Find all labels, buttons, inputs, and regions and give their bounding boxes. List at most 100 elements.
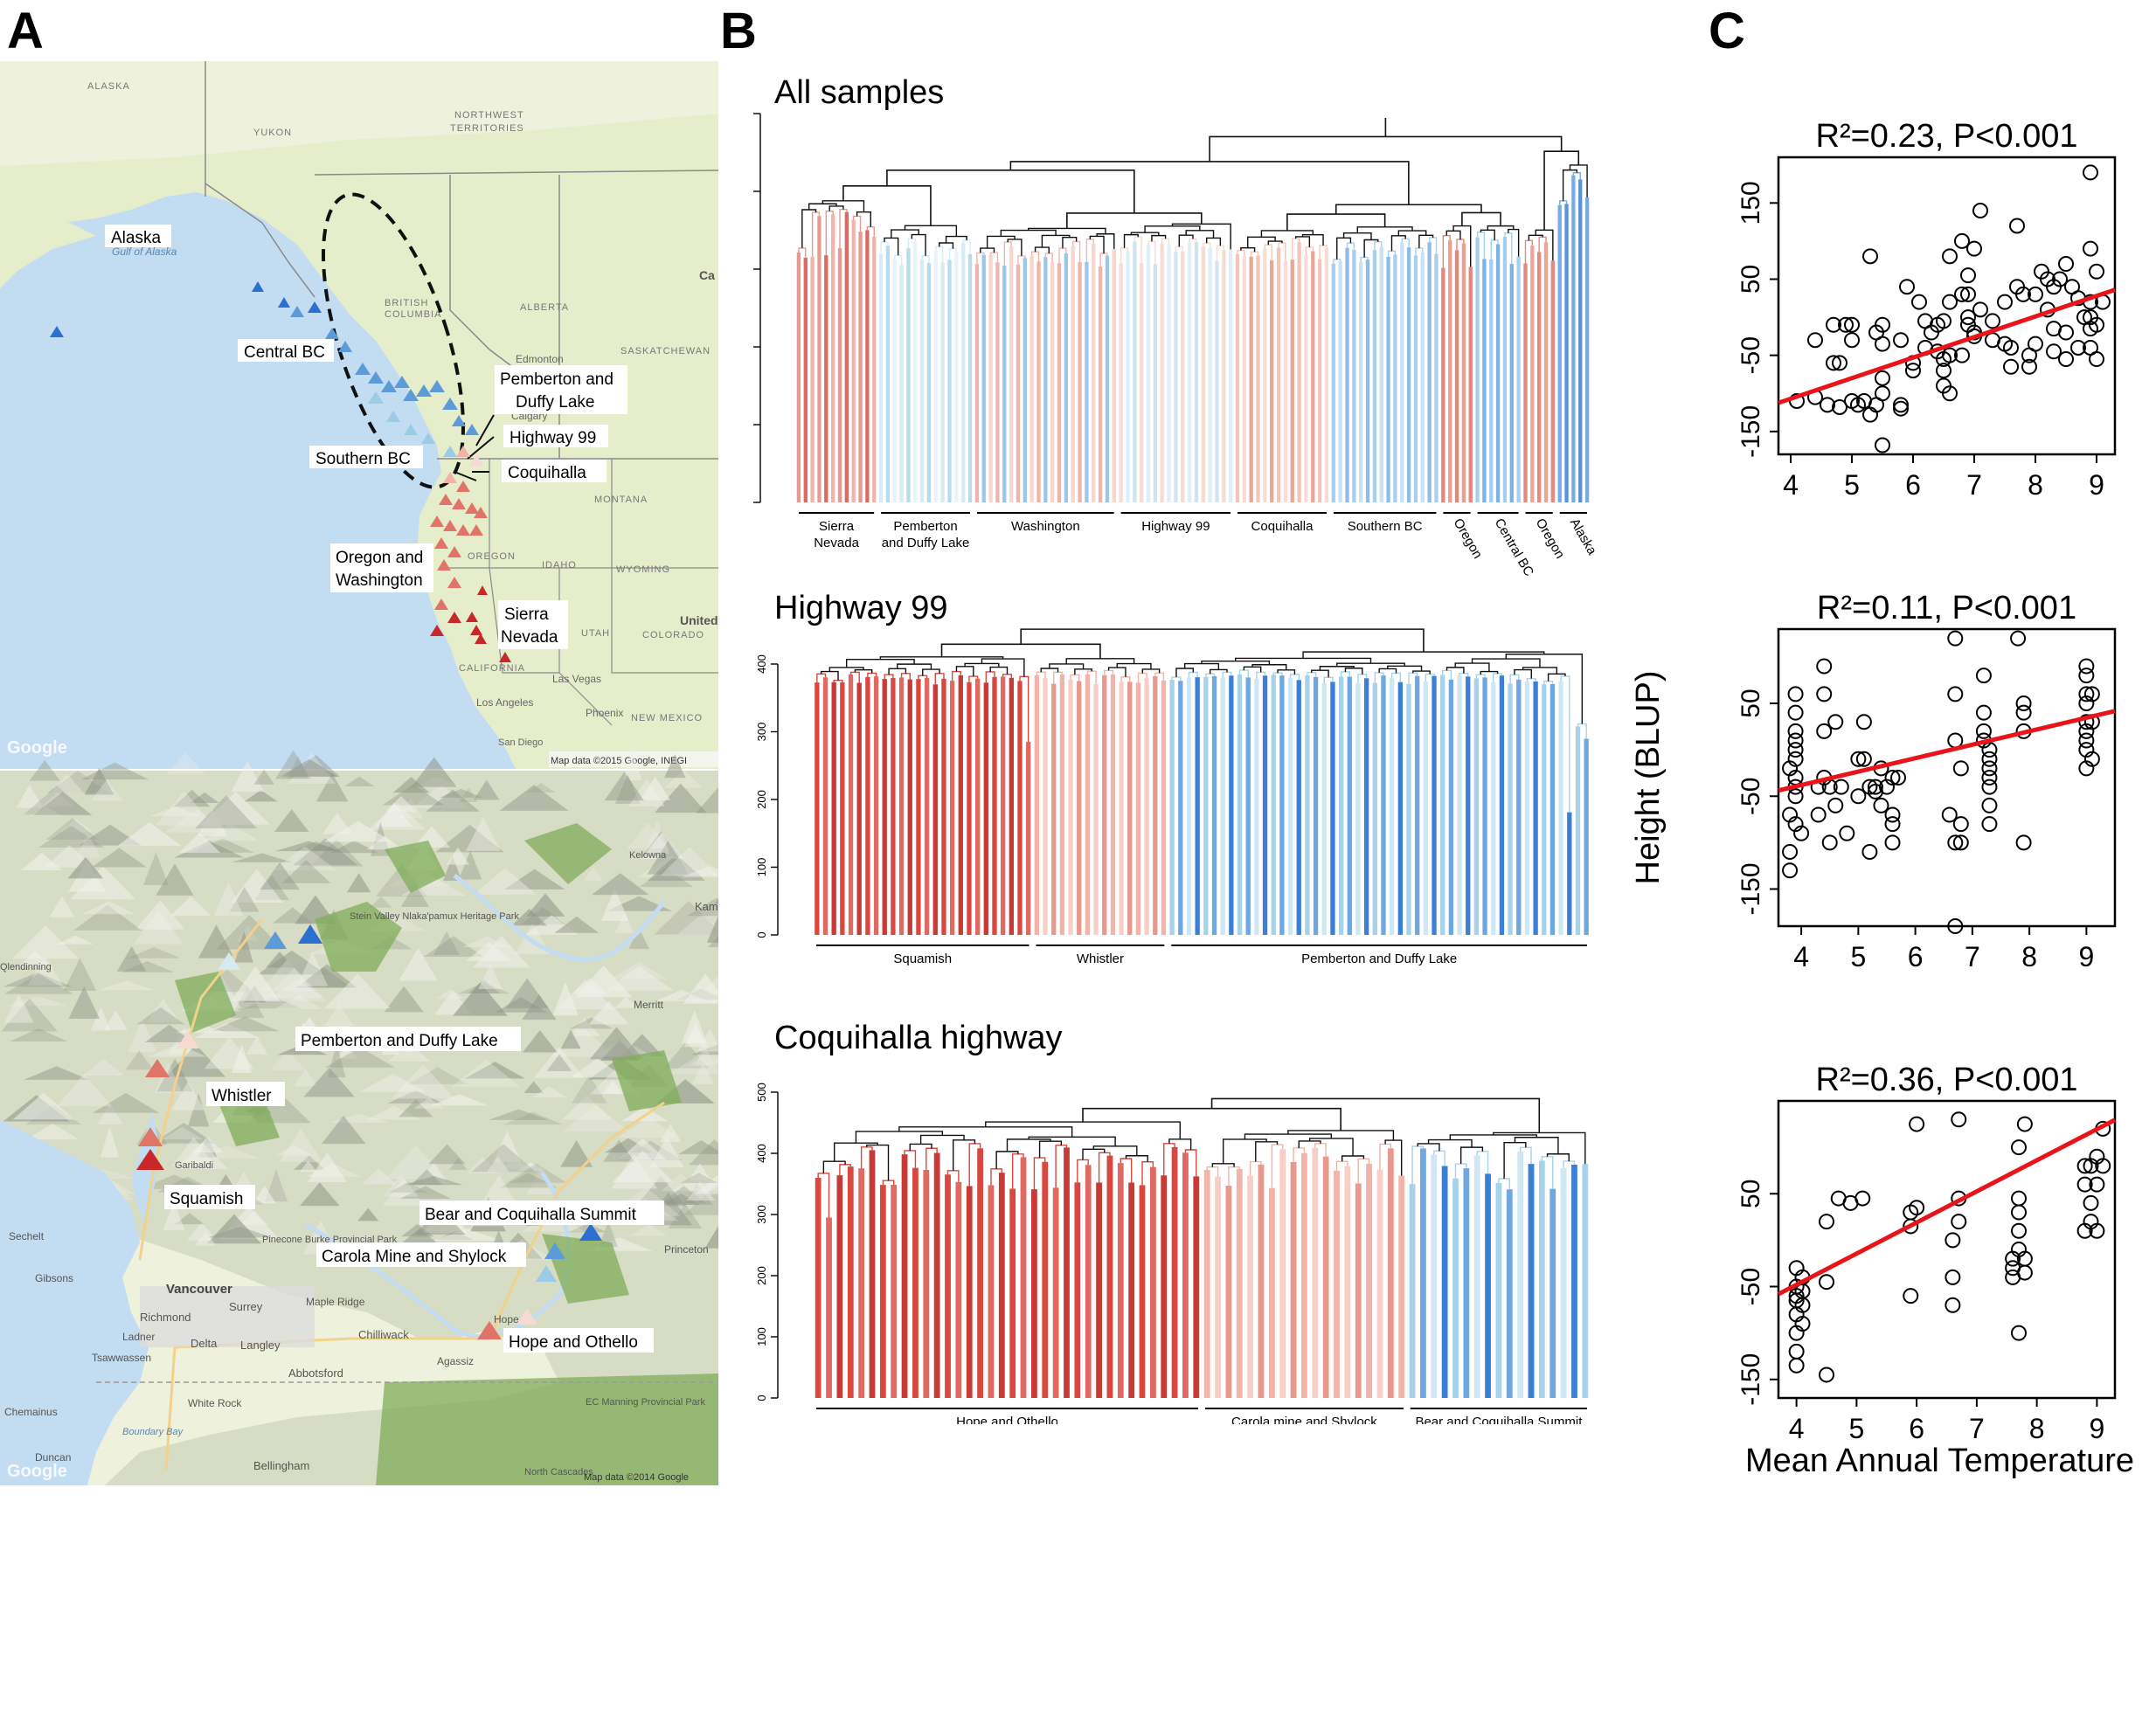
scatter-point xyxy=(1827,714,1844,730)
label-box xyxy=(238,339,334,362)
scatter-point xyxy=(2046,343,2062,360)
scatter-point xyxy=(1810,806,1827,823)
dendrogram-branch xyxy=(1418,234,1434,249)
label-box xyxy=(419,1201,664,1225)
ridge-shade xyxy=(324,973,392,1009)
x-tick-label: 6 xyxy=(1908,941,1924,972)
ridge-shade xyxy=(661,1173,701,1192)
ridge-shade xyxy=(678,1140,718,1154)
region-label-pemberton-1: Pemberton and xyxy=(500,370,614,389)
scatter-point xyxy=(2095,1158,2111,1174)
y-tick-label: -50 xyxy=(1737,336,1765,374)
ridge-shade xyxy=(287,756,309,778)
ridge-shade xyxy=(63,958,97,992)
ridge-shade xyxy=(654,901,718,935)
ridge-shade xyxy=(433,1228,502,1242)
dendrogram-branch xyxy=(922,668,940,676)
scatter-point xyxy=(2083,686,2100,702)
x-tick-label: 5 xyxy=(1844,469,1860,501)
dendrogram-branch xyxy=(1335,1160,1348,1171)
dendrogram-all-samples: All samples Sierra Nevada Pemberton and Duf… xyxy=(753,74,1599,579)
y-tick-label: -50 xyxy=(1737,1268,1765,1305)
place-label: Las Vegas xyxy=(552,673,601,685)
river xyxy=(453,874,666,962)
scatter-point xyxy=(1909,1200,1925,1216)
dendrogram-branch xyxy=(1034,246,1050,254)
dendrogram-branch xyxy=(833,679,843,683)
scatter-point xyxy=(1816,686,1833,702)
ridge-shade xyxy=(660,847,718,876)
dendrogram-branch xyxy=(1493,1131,1586,1165)
ridge-shade xyxy=(307,1152,347,1182)
dendrogram-branch xyxy=(1528,234,1543,241)
dendrogram-branch xyxy=(1082,1107,1341,1131)
dendrogram-branch xyxy=(1319,666,1355,671)
scatter-point xyxy=(1873,797,1889,813)
scatter-point xyxy=(1960,267,1976,284)
scatter-point xyxy=(2011,1222,2027,1239)
scatter-point xyxy=(2076,1158,2093,1174)
scatter-point xyxy=(1975,723,1992,739)
group-label: Oregon xyxy=(1533,516,1568,562)
dendrogram-branch xyxy=(1092,1145,1138,1156)
scatter-point xyxy=(2015,834,2032,851)
ridge-shade xyxy=(392,777,430,793)
site-triangle xyxy=(477,585,488,595)
dendrogram-branch xyxy=(866,1144,890,1181)
scatter-point xyxy=(2015,695,2032,711)
place-label: Agassiz xyxy=(437,1355,474,1367)
ridge-shade xyxy=(322,813,352,834)
scatter-point xyxy=(2052,271,2068,287)
x-tick-label: 4 xyxy=(1789,1413,1805,1444)
scatter-point xyxy=(1884,770,1901,785)
site-triangle xyxy=(477,1321,502,1339)
ridge-shade xyxy=(204,1036,255,1069)
ridge-shade xyxy=(692,1062,715,1084)
ridge-shade xyxy=(388,1043,431,1062)
dendrogram-branch xyxy=(1185,230,1215,239)
ridge-shade xyxy=(274,809,309,832)
highway-south xyxy=(164,1346,177,1470)
ridge-shade xyxy=(468,979,501,993)
google-logo: Google xyxy=(7,1462,67,1481)
ridge-shade xyxy=(641,832,684,860)
scatter-point xyxy=(2028,336,2043,352)
region-label-highway-99: Highway 99 xyxy=(510,429,596,447)
scatter-point xyxy=(2083,164,2098,181)
ridge-shade xyxy=(560,1140,593,1167)
dendrogram-branch xyxy=(1038,1140,1063,1159)
site-label-hope: Hope and Othello xyxy=(509,1333,638,1352)
scatter-point xyxy=(1952,760,1969,777)
dendrogram-branch xyxy=(1209,135,1563,162)
x-tick-label: 4 xyxy=(1783,469,1799,501)
ridge-shade xyxy=(281,860,331,883)
ridge-shade xyxy=(669,1055,718,1074)
ridge-shade xyxy=(244,790,278,802)
ridge-shade xyxy=(473,935,530,968)
scatter-point xyxy=(2078,686,2095,702)
forest-patch xyxy=(542,1234,629,1304)
ridge-shade xyxy=(571,1057,624,1077)
place-label: Ca xyxy=(699,268,715,282)
dendrogram-branch xyxy=(940,643,1101,659)
ridge-shade xyxy=(98,979,155,991)
dendrogram-branch xyxy=(1356,226,1413,233)
ridge-shade xyxy=(57,1073,112,1107)
ridge-shade xyxy=(612,1150,674,1183)
dendrogram-branch xyxy=(1363,239,1379,258)
scatter-point xyxy=(1855,714,1872,730)
scatter-point xyxy=(2009,218,2025,234)
site-triangle xyxy=(456,481,470,492)
dendrogram-branch xyxy=(1247,236,1276,248)
dendrogram-branch xyxy=(1189,238,1197,243)
x-tick-label: 8 xyxy=(2029,1413,2045,1444)
dendrogram-branch xyxy=(904,225,958,237)
ridge-shade xyxy=(231,1044,253,1073)
ridge-shade xyxy=(385,1145,447,1180)
place-label: Chemainus xyxy=(4,1406,58,1418)
place-label: San Diego xyxy=(498,737,543,748)
ridge-shade xyxy=(155,791,213,826)
place-label: TERRITORIES xyxy=(450,123,524,134)
scatter-point xyxy=(2058,351,2074,368)
scatter-point xyxy=(1820,397,1835,413)
